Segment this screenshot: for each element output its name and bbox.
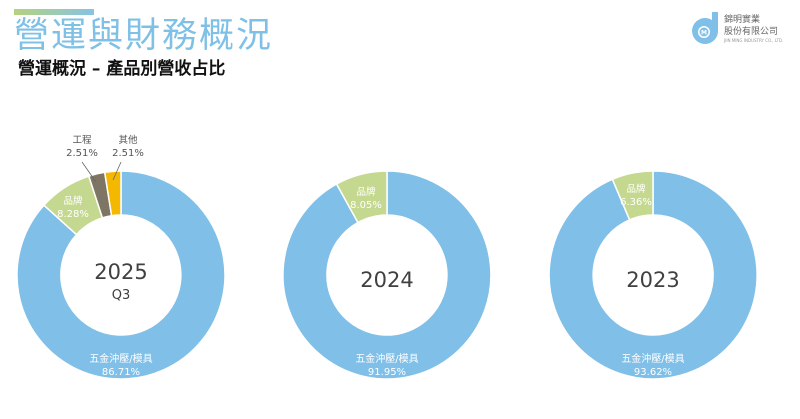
slice-other-2025[interactable] xyxy=(103,170,122,217)
center-year-2023: 2023 xyxy=(626,268,679,292)
center-quarter-2025: Q3 xyxy=(112,288,131,303)
slice-stamping-2024[interactable] xyxy=(282,170,492,380)
page-subtitle: 營運概況 – 產品別營收占比 xyxy=(18,59,226,79)
logo-name-line1: 錦明實業 xyxy=(724,15,761,25)
label-engineering-name-2025: 工程 xyxy=(72,135,92,146)
center-year-2025: 2025 xyxy=(94,260,147,284)
donut-chart-2023: 2023 五金沖壓/模具 93.62% 品牌 6.36% xyxy=(548,170,758,380)
svg-text:M: M xyxy=(701,30,707,37)
donut-chart-2024: 2024 五金沖壓/模具 91.95% 品牌 8.05% xyxy=(282,170,492,380)
jm-logo-icon: M xyxy=(692,12,718,44)
label-stamping-pct-2025: 86.71% xyxy=(102,367,140,378)
label-other-pct-2025: 2.51% xyxy=(112,148,144,159)
center-year-2024: 2024 xyxy=(360,268,413,292)
label-brand-pct-2023: 6.36% xyxy=(620,197,652,208)
title-accent-bar xyxy=(14,9,94,15)
slice-stamping-2023[interactable] xyxy=(548,170,758,380)
slice-stamping-2025[interactable] xyxy=(16,170,226,380)
slice-brand-2023[interactable] xyxy=(611,170,654,221)
label-stamping-pct-2024: 91.95% xyxy=(368,367,406,378)
label-brand-pct-2024: 8.05% xyxy=(350,200,382,211)
logo-name-line2: 股份有限公司 xyxy=(724,27,779,37)
label-stamping-name-2024: 五金沖壓/模具 xyxy=(355,352,418,365)
label-stamping-name-2025: 五金沖壓/模具 xyxy=(89,352,152,365)
page-title: 營運與財務概況 xyxy=(14,16,274,56)
slice-brand-2024[interactable] xyxy=(335,170,388,224)
label-other-name-2025: 其他 xyxy=(118,134,138,146)
label-brand-name-2023: 品牌 xyxy=(626,183,646,195)
company-logo: M 錦明實業 股份有限公司 JIIN MING INDUSTRY CO., LT… xyxy=(690,10,800,50)
logo-name-en: JIIN MING INDUSTRY CO., LTD. xyxy=(724,38,784,43)
label-brand-name-2025: 品牌 xyxy=(63,195,83,207)
label-stamping-name-2023: 五金沖壓/模具 xyxy=(621,352,684,365)
label-engineering-pct-2025: 2.51% xyxy=(66,148,98,159)
donut-chart-2025q3: 2025 Q3 五金沖壓/模具 86.71% 品牌 8.28% 工程 2.51%… xyxy=(16,134,226,380)
label-brand-pct-2025: 8.28% xyxy=(57,209,89,220)
label-brand-name-2024: 品牌 xyxy=(356,186,376,198)
label-stamping-pct-2023: 93.62% xyxy=(634,367,672,378)
